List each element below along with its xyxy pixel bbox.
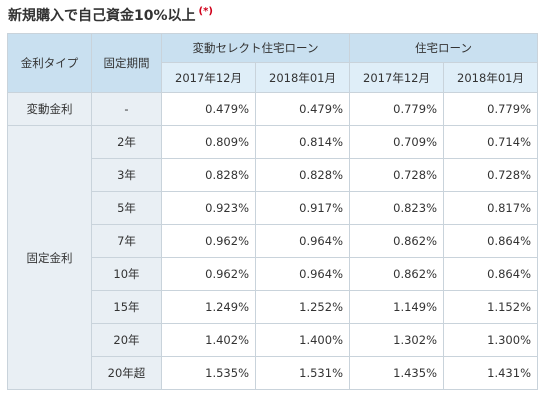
interest-rate-table: 金利タイプ 固定期間 変動セレクト住宅ローン 住宅ローン 2017年12月 20… [7,33,538,390]
period-cell: 20年 [91,323,162,357]
rate-cell: 1.249% [161,290,256,324]
fixed-period-header: 固定期間 [91,33,162,93]
rate-cell: 0.814% [255,125,350,159]
rate-cell: 0.864% [443,257,538,291]
rate-cell: 0.728% [443,158,538,192]
rate-type-cell: 変動金利 [7,92,92,126]
rate-cell: 1.402% [161,323,256,357]
rate-cell: 1.531% [255,356,350,390]
rate-cell: 1.152% [443,290,538,324]
rate-cell: 0.479% [161,92,256,126]
rate-cell: 0.817% [443,191,538,225]
rate-cell: 0.962% [161,257,256,291]
month-header: 2018年01月 [255,62,350,93]
rate-cell: 0.714% [443,125,538,159]
table-row: 固定金利 2年 0.809% 0.814% 0.709% 0.714% [7,125,538,390]
title-row: 新規購入で自己資金10%以上 (*) [8,5,213,27]
header-row-2: 2017年12月 2018年01月 2017年12月 2018年01月 [8,62,538,93]
period-cell: 5年 [91,191,162,225]
period-cell: 3年 [91,158,162,192]
rate-cell: 0.779% [349,92,444,126]
month-header: 2017年12月 [161,62,256,93]
rate-cell: 1.535% [161,356,256,390]
rate-cell: 0.709% [349,125,444,159]
rate-cell: 1.300% [443,323,538,357]
rate-type-cell: 固定金利 [7,125,92,390]
rate-cell: 0.828% [161,158,256,192]
rate-cell: 1.431% [443,356,538,390]
rate-cell: 1.435% [349,356,444,390]
table-row: 7年 0.962% 0.964% 0.862% 0.864% [8,224,538,258]
period-cell: 15年 [91,290,162,324]
period-cell: 10年 [91,257,162,291]
rate-cell: 0.828% [255,158,350,192]
rate-cell: 1.302% [349,323,444,357]
period-cell: 7年 [91,224,162,258]
rate-cell: 0.923% [161,191,256,225]
page-title: 新規購入で自己資金10%以上 [8,8,196,24]
period-cell: 2年 [91,125,162,159]
rate-cell: 0.809% [161,125,256,159]
period-cell: 20年超 [91,356,162,390]
period-cell: - [91,92,162,126]
table-row: 3年 0.828% 0.828% 0.728% 0.728% [8,158,538,192]
rate-cell: 0.862% [349,224,444,258]
rate-cell: 0.862% [349,257,444,291]
footnote-marker: (*) [198,6,213,17]
rate-cell: 0.479% [255,92,350,126]
table-row: 20年超 1.535% 1.531% 1.435% 1.431% [8,356,538,390]
rate-cell: 0.964% [255,224,350,258]
variable-select-loan-header: 変動セレクト住宅ローン [161,33,350,63]
rate-cell: 0.779% [443,92,538,126]
rate-type-header: 金利タイプ [7,33,92,93]
rate-cell: 0.728% [349,158,444,192]
month-header: 2018年01月 [443,62,538,93]
table-row: 10年 0.962% 0.964% 0.862% 0.864% [8,257,538,291]
rate-cell: 0.917% [255,191,350,225]
rate-cell: 1.149% [349,290,444,324]
table-row: 15年 1.249% 1.252% 1.149% 1.152% [8,290,538,324]
table-row: 20年 1.402% 1.400% 1.302% 1.300% [8,323,538,357]
rate-cell: 0.964% [255,257,350,291]
rate-cell: 0.864% [443,224,538,258]
header-row-1: 金利タイプ 固定期間 変動セレクト住宅ローン 住宅ローン [7,33,538,93]
rate-cell: 1.400% [255,323,350,357]
month-header: 2017年12月 [349,62,444,93]
rate-cell: 1.252% [255,290,350,324]
table-row: 変動金利 - 0.479% 0.479% 0.779% 0.779% [7,92,538,126]
table-row: 5年 0.923% 0.917% 0.823% 0.817% [8,191,538,225]
rate-cell: 0.823% [349,191,444,225]
rate-cell: 0.962% [161,224,256,258]
housing-loan-header: 住宅ローン [349,33,538,63]
